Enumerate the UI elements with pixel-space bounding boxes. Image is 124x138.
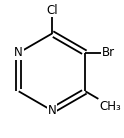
Text: N: N [48,104,56,117]
Text: Cl: Cl [46,4,58,17]
Text: N: N [14,46,23,59]
Text: Br: Br [102,46,115,59]
Text: CH₃: CH₃ [99,100,121,113]
